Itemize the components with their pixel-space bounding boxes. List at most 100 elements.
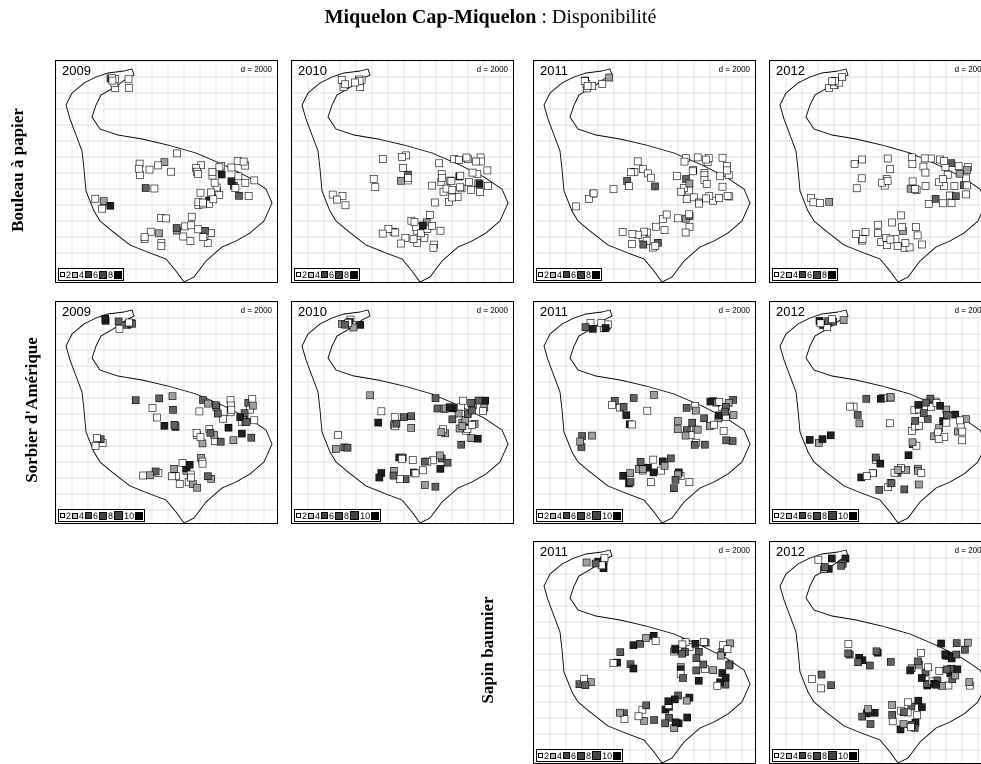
plot-marker [863,472,871,480]
plot-marker [908,160,917,168]
legend-swatch [72,271,79,278]
legend-swatch [849,511,858,520]
plot-marker [583,81,592,90]
plot-marker [369,175,378,183]
plot-marker [212,401,220,409]
plot-marker [169,406,177,414]
plot-marker [242,418,251,426]
plot-marker [673,172,681,180]
island-outline [301,68,509,282]
plot-marker [457,403,465,411]
plot-marker [616,708,624,717]
plot-marker [915,421,923,430]
legend-swatch [335,270,344,279]
map-canvas [770,302,981,523]
plot-marker [955,169,964,178]
plot-marker [940,157,948,165]
plot-marker [915,480,923,489]
legend-swatch [786,271,793,278]
plot-marker [921,182,930,190]
plot-marker [194,225,202,234]
plot-marker [179,232,188,241]
legend-swatch [786,752,793,759]
legend-label: 6 [571,750,577,761]
plot-marker [620,715,629,723]
plot-marker [805,436,814,444]
plot-marker [924,663,932,672]
plot-marker [688,167,697,176]
legend-label: 4 [793,510,799,521]
plot-marker [826,431,835,440]
plot-marker [398,455,406,463]
row-label-sorbier: Sorbier d'Amérique [22,337,41,483]
plot-marker [196,188,205,197]
plot-marker [148,404,157,412]
plot-marker [652,222,660,231]
plot-marker [828,315,836,323]
legend-swatch [114,511,124,520]
plot-marker [629,664,638,673]
plot-marker [935,667,944,675]
title-place: Miquelon Cap-Miquelon [324,6,537,28]
plot-marker [448,193,456,202]
plot-marker [939,199,947,208]
plot-marker [371,183,380,191]
plot-marker [716,172,724,181]
plot-marker [692,406,700,415]
plot-marker [589,325,597,333]
plot-marker [201,227,209,235]
legend-swatch [774,513,779,518]
legend-swatch [813,751,822,760]
plot-marker [858,235,867,243]
plot-marker [214,409,222,418]
legend-label: 8 [108,510,114,521]
plot-marker [922,398,930,407]
plot-marker [651,637,660,645]
map-panel: 2010 d = 2000 2 4 6 8 10 [291,301,514,524]
legend-swatch [799,271,807,278]
plot-marker [244,192,253,200]
legend-label: 8 [822,750,828,761]
plot-marker [206,429,215,437]
plot-marker [199,233,208,241]
legend-label: 2 [302,269,308,280]
plot-marker [958,427,967,436]
plot-marker [168,472,176,481]
plot-marker [937,639,945,648]
legend-label: 2 [544,269,550,280]
plot-marker [934,435,943,443]
plot-marker [250,176,259,185]
panel-year: 2011 [538,63,570,78]
plot-marker [409,235,418,243]
legend-label: 8 [344,269,350,280]
plot-marker [146,227,155,236]
legend-swatch [85,271,93,278]
plot-marker [665,713,673,722]
plot-marker [721,673,730,682]
plot-marker [155,394,163,403]
plot-marker [398,153,406,161]
legend-swatch [538,272,543,277]
legend-label: 6 [329,510,335,521]
plot-marker [455,156,463,164]
plot-marker [649,468,658,477]
plot-marker [852,230,860,238]
plot-marker [839,316,848,324]
plot-marker [952,650,961,659]
plot-marker [702,194,710,203]
plot-marker [897,211,905,220]
map-panel: 2009 d = 2000 2 4 6 8 10 [55,301,278,524]
plot-marker [870,709,879,717]
plot-marker [855,419,864,428]
plot-marker [701,440,709,449]
legend-swatch [308,512,315,519]
island-outline [543,549,751,763]
plot-marker [871,453,880,462]
plot-marker [894,466,902,474]
plot-marker [328,190,337,199]
map-panel: 2011 d = 2000 2 4 6 8 [533,60,756,283]
plot-marker [343,443,352,452]
plot-marker [817,684,825,693]
plot-marker [219,414,227,423]
legend-swatch [613,511,622,520]
